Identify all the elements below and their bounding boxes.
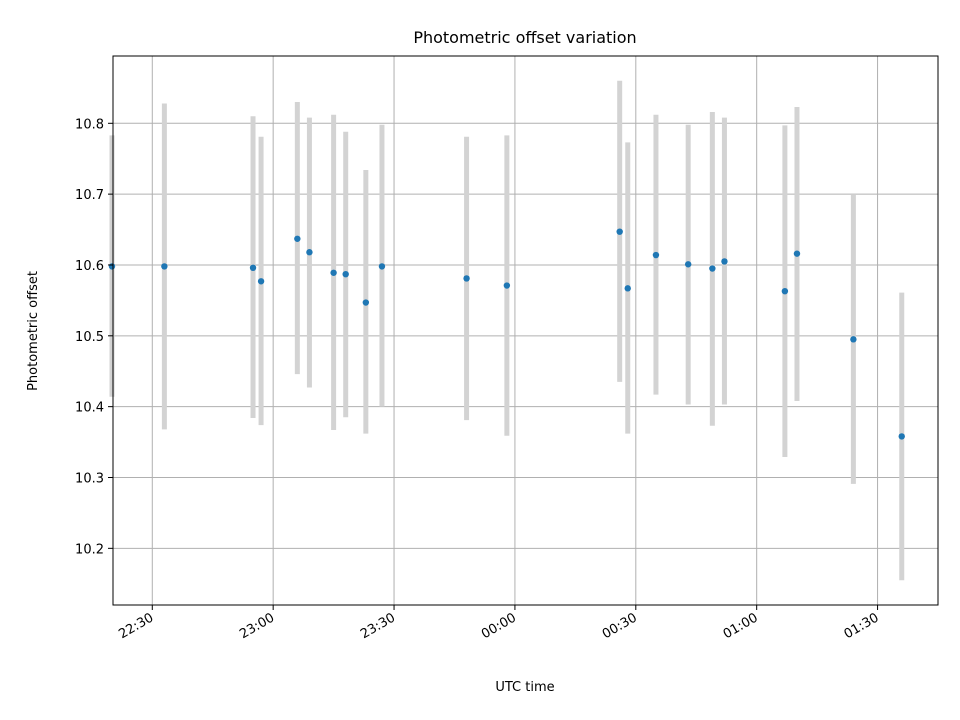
- data-point: [898, 433, 905, 440]
- data-point: [330, 269, 337, 276]
- data-point: [850, 336, 857, 343]
- data-point: [362, 299, 370, 306]
- y-tick-label: 10.7: [75, 188, 104, 203]
- data-point: [249, 264, 257, 272]
- y-tick-label: 10.5: [75, 330, 104, 345]
- x-tick-label: 23:00: [237, 610, 277, 642]
- data-point: [342, 270, 349, 278]
- y-tick-label: 10.4: [75, 401, 104, 416]
- data-point: [616, 228, 623, 235]
- x-tick-label: 01:00: [721, 610, 761, 642]
- grid-layer: [113, 56, 938, 605]
- y-tick-label: 10.8: [75, 117, 104, 132]
- data-point: [503, 282, 511, 289]
- data-point: [684, 261, 692, 268]
- x-tick-label: 01:30: [842, 610, 882, 642]
- data-point: [108, 263, 116, 270]
- data-point: [378, 263, 386, 270]
- chart-title: Photometric offset variation: [413, 28, 636, 47]
- x-axis-ticks: 22:30 23:00 23:30 00:00 00:30 01:00 01:30: [116, 605, 882, 642]
- data-point: [709, 265, 716, 272]
- data-point: [257, 278, 265, 285]
- y-tick-label: 10.6: [75, 259, 104, 274]
- data-point: [463, 275, 470, 282]
- data-point: [652, 251, 660, 259]
- y-tick-label: 10.2: [75, 542, 104, 557]
- data-point: [793, 250, 801, 257]
- point-layer: [108, 228, 905, 440]
- x-tick-label: 00:00: [479, 610, 519, 642]
- x-tick-label: 00:30: [600, 610, 640, 642]
- y-tick-label: 10.3: [75, 471, 104, 486]
- y-axis-ticks: 10.2 10.3 10.4 10.5 10.6 10.7 10.8: [75, 117, 113, 557]
- data-point: [306, 249, 313, 256]
- data-point: [624, 285, 631, 292]
- data-point: [721, 258, 728, 265]
- data-point: [294, 235, 301, 242]
- y-axis-label: Photometric offset: [26, 271, 41, 391]
- x-axis-label: UTC time: [495, 680, 554, 695]
- data-point: [781, 287, 789, 295]
- data-point: [161, 263, 168, 270]
- x-tick-label: 23:30: [358, 610, 398, 642]
- errorbar-layer: [109, 80, 905, 581]
- x-tick-label: 22:30: [116, 610, 156, 642]
- plot-frame: [112, 55, 939, 606]
